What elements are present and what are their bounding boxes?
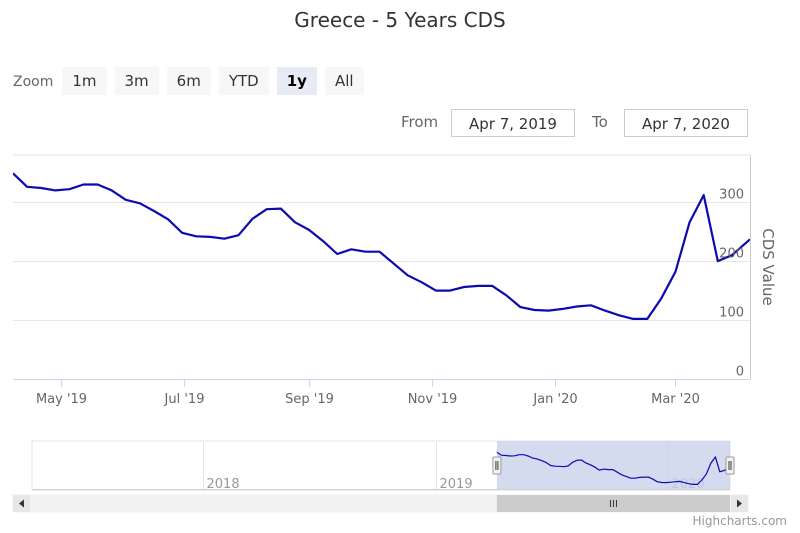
zoom-3m-button[interactable]: 3m: [114, 66, 159, 95]
navigator-series-line: [496, 451, 731, 485]
credits-link[interactable]: Highcharts.com: [692, 514, 787, 528]
from-date-input[interactable]: Apr 7, 2019: [451, 109, 575, 137]
chevron-right-icon: [737, 499, 742, 508]
y-tick-label: 0: [736, 365, 744, 380]
navigator-tick-label: 2018: [207, 477, 240, 492]
chevron-left-icon: [19, 499, 24, 508]
navigator-left-handle: [492, 456, 502, 475]
from-label: From: [401, 113, 439, 131]
zoom-1m-button[interactable]: 1m: [62, 66, 107, 95]
cds-series-line: [13, 172, 750, 320]
zoom-all-button[interactable]: All: [324, 66, 364, 95]
navigator-selection: [496, 441, 730, 490]
zoom-label: Zoom: [13, 73, 54, 90]
x-tick-label: Mar '20: [651, 392, 700, 407]
x-tick-label: May '19: [36, 392, 87, 407]
zoom-6m-button[interactable]: 6m: [166, 66, 211, 95]
zoom-ytd-button[interactable]: YTD: [218, 66, 269, 95]
navigator-right-handle: [725, 456, 735, 475]
chart-title: Greece - 5 Years CDS: [294, 8, 506, 32]
zoom-1y-button[interactable]: 1y: [276, 66, 317, 95]
x-tick-label: Sep '19: [285, 392, 334, 407]
y-tick-label: 200: [719, 247, 744, 262]
to-label: To: [592, 113, 608, 131]
navigator-tick-label: 2019: [440, 477, 473, 492]
x-tick-label: Jan '20: [532, 392, 577, 407]
x-tick-label: Nov '19: [408, 392, 458, 407]
y-tick-label: 300: [719, 188, 744, 203]
x-tick-label: Jul '19: [164, 392, 205, 407]
zoom-bar: Zoom 1m 3m 6m YTD 1y All: [13, 66, 372, 95]
to-date-input[interactable]: Apr 7, 2020: [624, 109, 748, 137]
y-tick-label: 100: [719, 306, 744, 321]
y-axis-title: CDS Value: [759, 228, 777, 306]
